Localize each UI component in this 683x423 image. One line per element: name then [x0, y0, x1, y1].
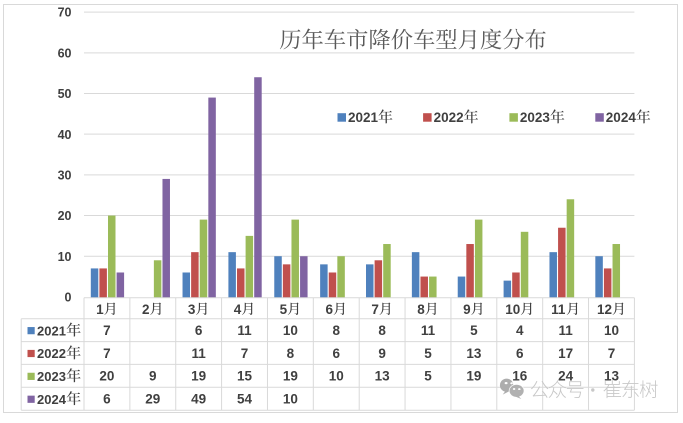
svg-text:9: 9 [149, 369, 157, 384]
svg-text:49: 49 [191, 392, 206, 407]
svg-text:16: 16 [512, 369, 528, 384]
svg-text:2023: 2023 [520, 110, 551, 125]
svg-text:11: 11 [551, 302, 566, 317]
svg-text:5: 5 [280, 302, 288, 317]
svg-text:7: 7 [103, 346, 111, 361]
svg-text:11: 11 [192, 346, 207, 361]
svg-text:10: 10 [283, 323, 298, 338]
svg-text:4: 4 [516, 323, 524, 338]
svg-text:2022: 2022 [434, 110, 464, 125]
svg-text:2022: 2022 [37, 346, 66, 361]
svg-text:24: 24 [558, 369, 574, 384]
svg-text:11: 11 [237, 323, 252, 338]
svg-text:17: 17 [558, 346, 573, 361]
svg-text:6: 6 [103, 392, 111, 407]
svg-text:10: 10 [505, 302, 520, 317]
svg-text:5: 5 [424, 346, 432, 361]
svg-text:7: 7 [241, 346, 249, 361]
svg-text:11: 11 [421, 323, 436, 338]
svg-text:10: 10 [604, 323, 619, 338]
svg-text:12: 12 [597, 302, 612, 317]
svg-text:0: 0 [65, 291, 72, 305]
svg-text:29: 29 [145, 392, 160, 407]
svg-text:13: 13 [466, 346, 482, 361]
svg-text:11: 11 [558, 323, 573, 338]
svg-text:4: 4 [234, 302, 242, 317]
svg-text:2021: 2021 [37, 323, 66, 338]
svg-text:7: 7 [371, 302, 379, 317]
svg-text:9: 9 [378, 346, 386, 361]
svg-text:6: 6 [516, 346, 524, 361]
svg-text:2: 2 [142, 302, 150, 317]
svg-text:19: 19 [191, 369, 206, 384]
svg-text:10: 10 [58, 250, 72, 264]
svg-text:6: 6 [195, 323, 203, 338]
svg-text:8: 8 [287, 346, 295, 361]
svg-text:5: 5 [470, 323, 478, 338]
svg-text:10: 10 [283, 392, 298, 407]
svg-text:19: 19 [466, 369, 481, 384]
svg-text:13: 13 [604, 369, 620, 384]
svg-text:1: 1 [96, 302, 104, 317]
svg-text:2024: 2024 [37, 392, 67, 407]
svg-text:13: 13 [375, 369, 391, 384]
svg-text:30: 30 [58, 168, 72, 182]
svg-text:15: 15 [237, 369, 253, 384]
svg-text:7: 7 [608, 346, 616, 361]
svg-text:19: 19 [283, 369, 298, 384]
svg-text:60: 60 [58, 46, 72, 60]
svg-text:3: 3 [188, 302, 196, 317]
svg-text:54: 54 [237, 392, 253, 407]
svg-text:20: 20 [58, 209, 72, 223]
svg-text:2024: 2024 [606, 110, 637, 125]
svg-text:2021: 2021 [348, 110, 379, 125]
svg-text:7: 7 [103, 323, 111, 338]
svg-text:5: 5 [424, 369, 432, 384]
svg-text:70: 70 [58, 6, 72, 20]
svg-text:50: 50 [58, 87, 72, 101]
svg-text:9: 9 [463, 302, 471, 317]
svg-text:8: 8 [417, 302, 425, 317]
svg-text:6: 6 [333, 346, 341, 361]
svg-text:8: 8 [378, 323, 386, 338]
svg-text:6: 6 [326, 302, 334, 317]
svg-text:40: 40 [58, 128, 72, 142]
svg-text:8: 8 [333, 323, 341, 338]
svg-text:20: 20 [99, 369, 114, 384]
svg-text:10: 10 [329, 369, 344, 384]
svg-text:2023: 2023 [37, 369, 66, 384]
